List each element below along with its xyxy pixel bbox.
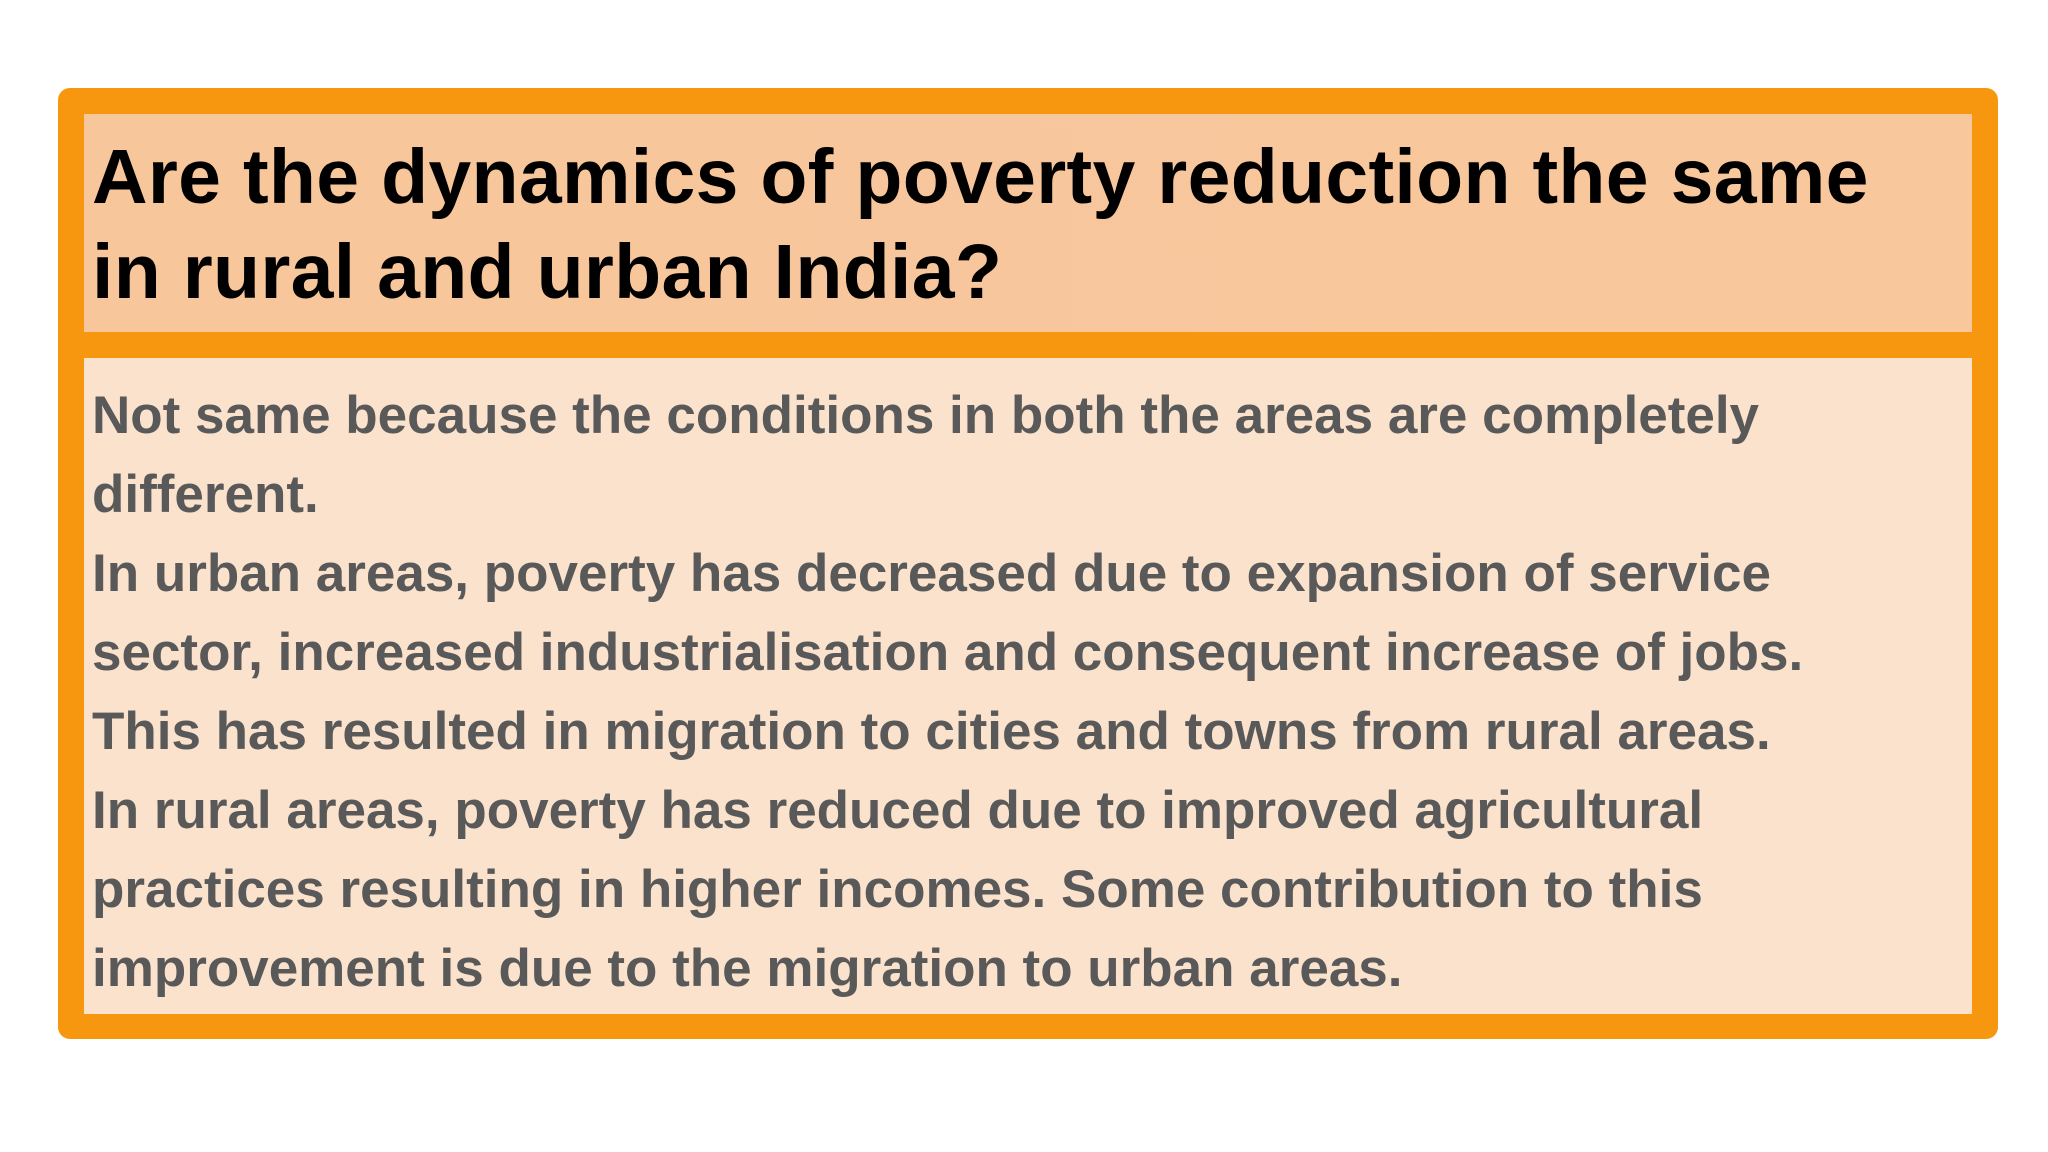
body-line: In rural areas, poverty has reduced due … — [92, 781, 1704, 840]
body-box: Not same because the conditions in both … — [84, 358, 1972, 1014]
body-line: improvement is due to the migration to u… — [92, 939, 1403, 998]
slide-title: Are the dynamics of poverty reduction th… — [92, 130, 1960, 320]
body-line: practices resulting in higher incomes. S… — [92, 860, 1703, 919]
body-line: Not same because the conditions in both … — [92, 386, 1760, 445]
title-line: Are the dynamics of poverty reduction th… — [92, 134, 1869, 220]
content-frame: Are the dynamics of poverty reduction th… — [58, 88, 1998, 1039]
body-line: different. — [92, 465, 319, 524]
title-line: in rural and urban India? — [92, 229, 1003, 315]
title-box: Are the dynamics of poverty reduction th… — [84, 114, 1972, 332]
body-text: Not same because the conditions in both … — [92, 376, 1960, 1008]
body-line: sector, increased industrialisation and … — [92, 623, 1804, 682]
body-line: In urban areas, poverty has decreased du… — [92, 544, 1771, 603]
body-line: This has resulted in migration to cities… — [92, 702, 1771, 761]
